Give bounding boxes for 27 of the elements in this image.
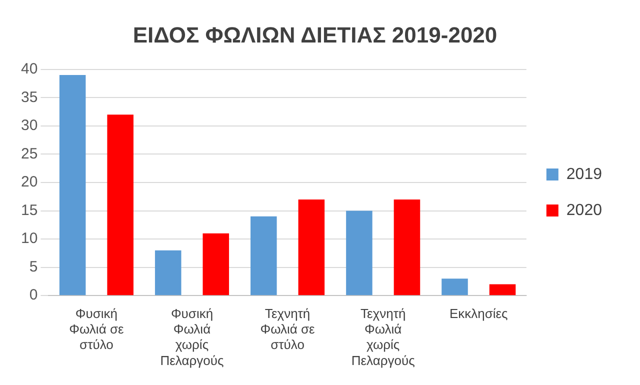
- y-tick-label: 30: [20, 117, 38, 134]
- y-tick-label: 25: [20, 145, 38, 162]
- x-tick-label: Εκκλησίες: [449, 306, 508, 321]
- x-tick-label: Τεχνητή Φωλιά χωρίς Πελαργούς: [351, 306, 415, 368]
- legend-label: 2019: [566, 166, 602, 183]
- bar: [298, 199, 325, 296]
- bar: [442, 278, 468, 296]
- chart-title: ΕΙΔΟΣ ΦΩΛΙΩΝ ΔΙΕΤΙΑΣ 2019-2020: [132, 22, 498, 48]
- bar: [107, 114, 134, 296]
- y-tick-label: 20: [20, 174, 38, 191]
- bar: [489, 284, 516, 296]
- legend-label: 2020: [566, 202, 602, 219]
- y-tick-label: 35: [20, 88, 38, 106]
- y-tick-label: 10: [20, 230, 38, 248]
- bar: [59, 75, 86, 296]
- bar: [346, 210, 372, 296]
- x-tick-label: Φυσική Φωλιά χωρίς Πελαργούς: [160, 306, 224, 368]
- x-tick-label: Φυσική Φωλιά σε στύλο: [69, 306, 124, 352]
- bar: [250, 216, 277, 296]
- y-tick-label: 5: [29, 258, 38, 276]
- bar: [394, 199, 420, 296]
- y-tick-label: 40: [20, 60, 38, 78]
- bar: [202, 233, 230, 296]
- y-tick-label: 15: [20, 202, 38, 219]
- y-tick-label: 0: [29, 286, 38, 304]
- x-tick-label: Τεχνητή Φωλιά σε στύλο: [260, 306, 316, 352]
- bar: [154, 250, 182, 296]
